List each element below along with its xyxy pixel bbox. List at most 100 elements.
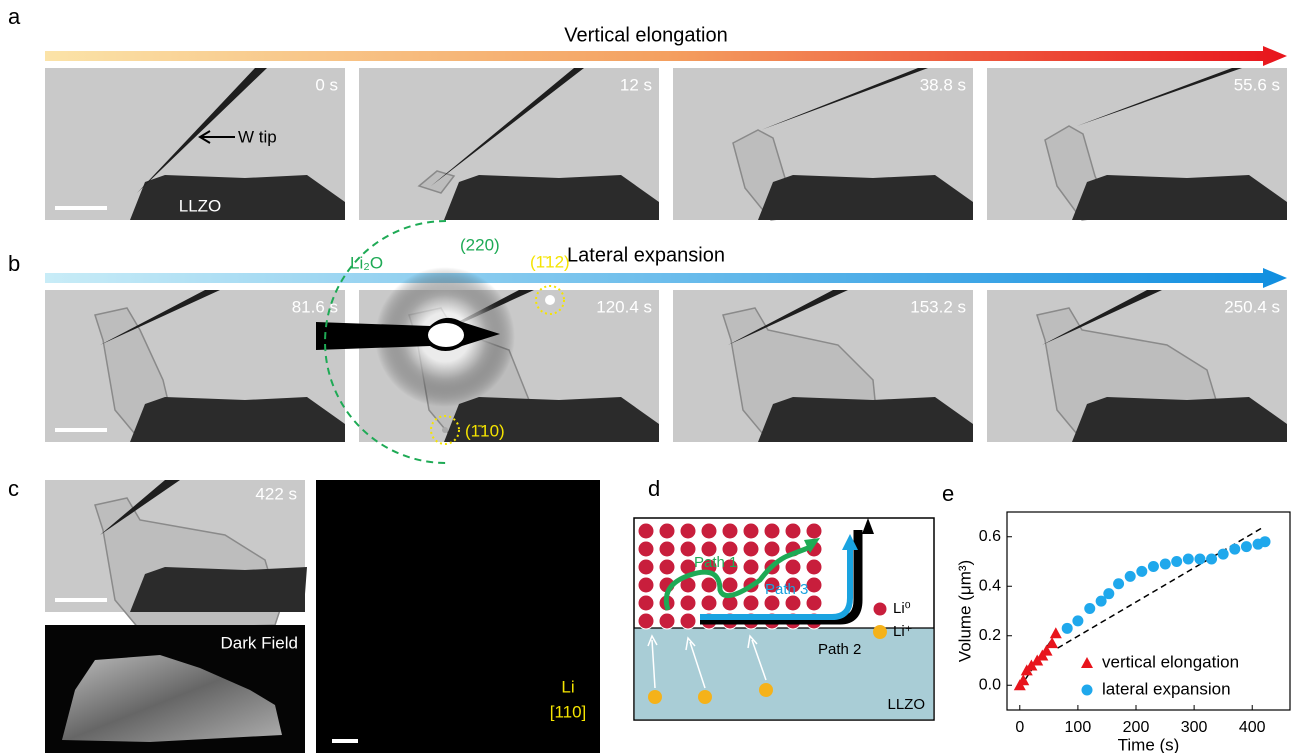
timestamp: 153.2 s [910, 297, 966, 316]
li-atom [659, 523, 675, 539]
spot-index: (1̄12) [530, 252, 570, 271]
data-point [1072, 615, 1083, 626]
li-atom [764, 541, 780, 557]
legend-marker [1082, 685, 1093, 696]
annotation: LLZO [179, 196, 222, 215]
li-atom [785, 523, 801, 539]
data-point [1206, 554, 1217, 565]
panel-label: a [8, 4, 21, 29]
data-point [1136, 566, 1147, 577]
data-point [1113, 578, 1124, 589]
frame-row: 0 s 12 s 38.8 s 55.6 s W tip LLZO [45, 68, 1287, 220]
data-point [1148, 561, 1159, 572]
panel-label: d [648, 476, 660, 501]
ring-index: (220) [460, 235, 500, 254]
llzo-substrate [130, 175, 345, 220]
panel-label: e [942, 481, 954, 506]
panel-title: Vertical elongation [564, 24, 727, 46]
ring-label: Li₂O [350, 253, 383, 272]
data-point [1160, 558, 1171, 569]
legend-label: lateral expansion [1102, 679, 1231, 698]
zone-element: Li [561, 677, 574, 696]
y-tick-label: 0.6 [979, 528, 1001, 545]
time-arrow [45, 46, 1287, 66]
llzo-substrate [1072, 397, 1287, 442]
timestamp: 81.6 s [292, 297, 338, 316]
li-atom [680, 613, 696, 629]
data-point [1183, 554, 1194, 565]
li-atom [806, 523, 822, 539]
data-point [1084, 603, 1095, 614]
data-point [1062, 623, 1073, 634]
page: {"panels":{ "a":{"label":"a","title":"Ve… [0, 0, 1292, 753]
li-atom [701, 523, 717, 539]
data-point [1260, 536, 1271, 547]
timestamp: 55.6 s [1234, 75, 1280, 94]
llzo-substrate [1072, 175, 1287, 220]
li-atom [806, 595, 822, 611]
li-atom [680, 523, 696, 539]
li-atom [659, 613, 675, 629]
time-arrow [45, 268, 1287, 288]
li-atom [806, 577, 822, 593]
figure: a Vertical elongation 0 s 12 s 38.8 s 55.6 … [0, 0, 1292, 753]
li-atom [659, 541, 675, 557]
y-tick-label: 0.4 [979, 577, 1001, 594]
legend-marker [1081, 657, 1093, 668]
li-atom [680, 595, 696, 611]
data-point [1171, 556, 1182, 567]
timestamp: 12 s [620, 75, 652, 94]
llzo-substrate [758, 397, 973, 442]
x-tick-label: 0 [1015, 719, 1024, 736]
li-atom [638, 595, 654, 611]
llzo-substrate [130, 397, 345, 442]
frame-row: 81.6 s 120.4 s 153.2 s 250.4 s [45, 290, 1287, 442]
central-beam [428, 323, 464, 347]
x-tick-label: 300 [1181, 719, 1208, 736]
panel-title: Lateral expansion [567, 244, 725, 266]
timestamp: 250.4 s [1224, 297, 1280, 316]
image-label: Dark Field [221, 633, 298, 652]
data-point [1103, 588, 1114, 599]
data-point [1218, 549, 1229, 560]
y-tick-label: 0.0 [979, 676, 1001, 693]
diffraction-spot [545, 295, 555, 305]
zone-axis: [110] [550, 702, 587, 721]
x-axis-title: Time (s) [1118, 735, 1180, 753]
li-atom [743, 595, 759, 611]
legend-label: Li⁰ [893, 600, 911, 617]
timestamp: 120.4 s [596, 297, 652, 316]
legend-marker [873, 602, 887, 616]
li-atom [701, 595, 717, 611]
panel-label: c [8, 476, 19, 501]
spot-index: (1̄10) [465, 421, 505, 440]
li-atom [701, 577, 717, 593]
li-atom [722, 523, 738, 539]
y-axis-title: Volume (μm³) [955, 560, 974, 662]
annotation: W tip [238, 127, 277, 146]
diffraction-spot [442, 427, 448, 433]
li-atom [638, 559, 654, 575]
li-atom [743, 523, 759, 539]
li-atom [743, 541, 759, 557]
li-atom [638, 541, 654, 557]
li-atom [743, 559, 759, 575]
legend-label: Li⁺ [893, 623, 913, 640]
y-tick-label: 0.2 [979, 627, 1001, 644]
legend-marker [873, 625, 887, 639]
li-atom [806, 559, 822, 575]
data-point [1050, 627, 1062, 638]
llzo-substrate [130, 567, 307, 612]
data-point [1229, 544, 1240, 555]
li-atom [785, 559, 801, 575]
x-tick-label: 400 [1239, 719, 1266, 736]
timestamp: 0 s [315, 75, 338, 94]
li-atom [638, 523, 654, 539]
timestamp: 38.8 s [920, 75, 966, 94]
llzo-substrate [758, 175, 973, 220]
path-label: Path 3 [765, 581, 808, 598]
data-point [1241, 541, 1252, 552]
data-point [1046, 637, 1058, 648]
x-tick-label: 100 [1065, 719, 1092, 736]
